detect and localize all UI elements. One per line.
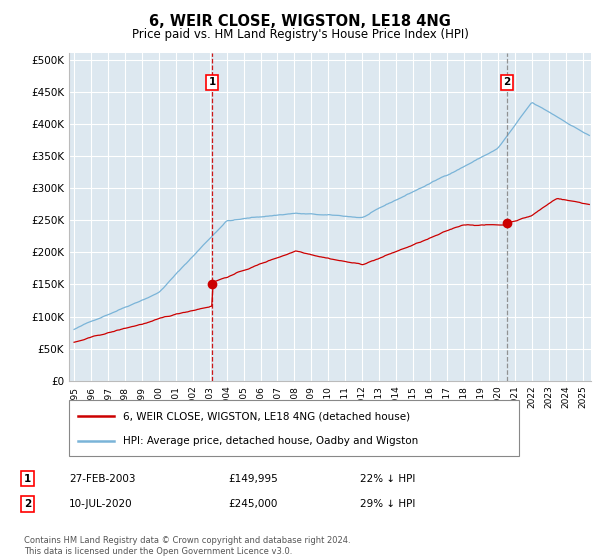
Text: £245,000: £245,000 — [228, 499, 277, 509]
Text: 22% ↓ HPI: 22% ↓ HPI — [360, 474, 415, 484]
Text: 29% ↓ HPI: 29% ↓ HPI — [360, 499, 415, 509]
Text: HPI: Average price, detached house, Oadby and Wigston: HPI: Average price, detached house, Oadb… — [123, 436, 418, 446]
Text: 2: 2 — [24, 499, 31, 509]
Text: 2: 2 — [503, 77, 511, 87]
Text: 6, WEIR CLOSE, WIGSTON, LE18 4NG (detached house): 6, WEIR CLOSE, WIGSTON, LE18 4NG (detach… — [123, 411, 410, 421]
Text: Price paid vs. HM Land Registry's House Price Index (HPI): Price paid vs. HM Land Registry's House … — [131, 28, 469, 41]
Text: £149,995: £149,995 — [228, 474, 278, 484]
Text: Contains HM Land Registry data © Crown copyright and database right 2024.
This d: Contains HM Land Registry data © Crown c… — [24, 536, 350, 556]
FancyBboxPatch shape — [69, 400, 519, 456]
Text: 27-FEB-2003: 27-FEB-2003 — [69, 474, 136, 484]
Text: 10-JUL-2020: 10-JUL-2020 — [69, 499, 133, 509]
Text: 6, WEIR CLOSE, WIGSTON, LE18 4NG: 6, WEIR CLOSE, WIGSTON, LE18 4NG — [149, 14, 451, 29]
Text: 1: 1 — [24, 474, 31, 484]
Text: 1: 1 — [209, 77, 216, 87]
